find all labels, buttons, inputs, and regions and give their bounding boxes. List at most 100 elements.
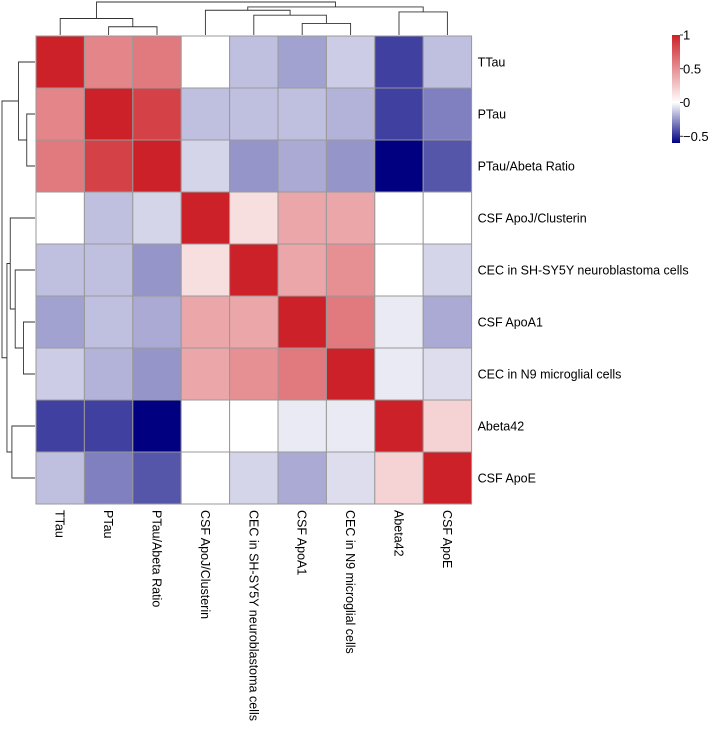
legend-tick-label: 1 [683,28,690,43]
heatmap-cell [36,36,84,88]
column-dendrogram-branch [205,10,290,35]
heatmap-cell [230,244,278,296]
column-dendrogram [60,2,447,35]
heatmap-cell [326,400,374,452]
heatmap-cell [423,88,471,140]
heatmap-cell [375,400,423,452]
heatmap-cell [375,140,423,192]
heatmap-cell [375,192,423,244]
heatmap-cell [326,88,374,140]
heatmap-cell [230,140,278,192]
heatmap-cell [230,192,278,244]
row-dendrogram-branch [27,114,35,166]
heatmap-cell [278,244,326,296]
legend-tick-label: −0.5 [683,129,709,144]
heatmap-cell [133,244,181,296]
row-dendrogram-branch [23,322,35,374]
heatmap-cell [84,140,132,192]
heatmap-cell [36,88,84,140]
heatmap-cell [181,36,229,88]
heatmap-cell [36,244,84,296]
heatmap-cell [133,36,181,88]
column-dendrogram-branch [109,27,157,35]
row-label: TTau [478,56,506,70]
heatmap-cell [230,348,278,400]
heatmap-cell [133,140,181,192]
column-label: Abeta42 [392,510,406,557]
heatmap-cell [278,192,326,244]
color-legend-bar [672,35,680,143]
heatmap-cell [36,192,84,244]
heatmap-cell [230,296,278,348]
column-label: TTau [53,510,67,538]
column-label: CSF ApoA1 [295,510,309,575]
heatmap-cell [84,36,132,88]
heatmap-cell [326,296,374,348]
heatmap-cell [423,140,471,192]
heatmap-cell [423,400,471,452]
column-dendrogram-branch [254,15,327,35]
heatmap-cell [423,296,471,348]
heatmap-cell [423,36,471,88]
row-dendrogram-branch [12,426,35,478]
heatmap-cell [84,348,132,400]
heatmap-cell [181,348,229,400]
heatmap-cell [84,192,132,244]
heatmap-cell [36,140,84,192]
heatmap-cell [326,140,374,192]
heatmap-cell [326,244,374,296]
heatmap-cell [230,88,278,140]
row-label: PTau/Abeta Ratio [478,160,575,174]
row-label: CSF ApoA1 [478,316,543,330]
heatmap-cell [278,36,326,88]
heatmap-cell [278,400,326,452]
heatmap-cell [181,140,229,192]
column-label: CSF ApoJ/Clusterin [198,510,212,619]
heatmap-cell [133,88,181,140]
heatmap-cell [133,452,181,504]
heatmap-cell [278,348,326,400]
column-label: CEC in SH-SY5Y neuroblastoma cells [246,510,260,721]
row-label: CSF ApoJ/Clusterin [478,212,587,226]
column-label: CEC in N9 microglial cells [343,510,357,654]
heatmap-cell [278,296,326,348]
heatmap-cell [181,88,229,140]
heatmap-cell [36,452,84,504]
row-label: Abeta42 [478,420,525,434]
heatmap-cell [36,400,84,452]
row-dendrogram-branch [15,270,35,348]
heatmap-cell [133,296,181,348]
heatmap-cell [230,452,278,504]
color-legend: 1 0.5 0 −0.5 [672,28,709,144]
heatmap-cell [423,244,471,296]
heatmap-cell [84,400,132,452]
column-label: PTau/Abeta Ratio [150,510,164,607]
heatmap-cell [278,140,326,192]
heatmap-cell [133,348,181,400]
heatmap-cell [84,88,132,140]
heatmap-cell [375,36,423,88]
heatmap-cells [36,36,472,504]
row-label: PTau [478,108,507,122]
legend-tick-label: 0.5 [683,61,701,76]
row-labels: TTau PTau PTau/Abeta Ratio CSF ApoJ/Cluster… [478,56,689,486]
row-dendrogram-branch [7,264,12,453]
heatmap-cell [181,296,229,348]
heatmap-cell [326,36,374,88]
heatmap-cell [375,452,423,504]
heatmap-cell [181,192,229,244]
row-label: CEC in N9 microglial cells [478,368,622,382]
heatmap-cell [375,244,423,296]
heatmap-cell [326,192,374,244]
row-dendrogram-branch [10,218,35,309]
column-label: CSF ApoE [440,510,454,568]
heatmap-cell [84,296,132,348]
row-label: CSF ApoE [478,472,536,486]
heatmap-cell [423,452,471,504]
heatmap-cell [423,192,471,244]
heatmap-cell [84,452,132,504]
heatmap-cell [375,348,423,400]
heatmap-cell [181,400,229,452]
heatmap-cell [230,36,278,88]
heatmap-cell [375,296,423,348]
